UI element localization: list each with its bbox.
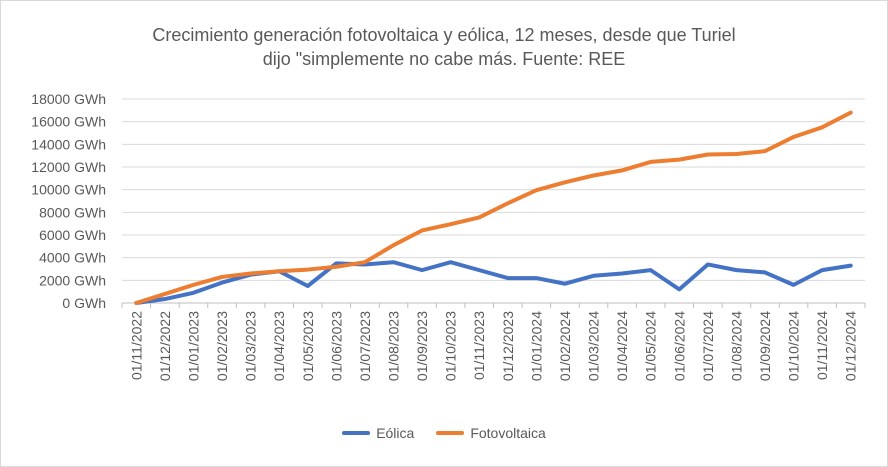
x-tick-label: 01/11/2022 <box>128 311 144 380</box>
x-axis-tick-labels: 01/11/2022 01/12/2022 01/01/2023 01/02/2023… <box>128 311 858 381</box>
y-tick-label: 12000 GWh <box>31 159 106 175</box>
chart-title: Crecimiento generación fotovoltaica y eó… <box>1 23 887 71</box>
y-tick-label: 16000 GWh <box>31 114 106 130</box>
x-tick-label: 01/02/2024 <box>557 311 573 381</box>
y-tick-label: 6000 GWh <box>39 227 106 243</box>
legend-swatch-eolica <box>342 431 371 435</box>
x-tick-label: 01/03/2023 <box>243 311 259 381</box>
x-tick-label: 01/02/2023 <box>214 311 230 381</box>
y-tick-label: 10000 GWh <box>31 182 106 198</box>
legend-item-fotovoltaica: Fotovoltaica <box>436 425 546 441</box>
x-axis <box>121 302 866 308</box>
series-line-eolica <box>134 260 853 305</box>
y-tick-label: 18000 GWh <box>31 91 106 107</box>
x-tick-label: 01/04/2024 <box>614 311 630 381</box>
x-tick-label: 01/09/2023 <box>414 311 430 381</box>
x-tick-label: 01/01/2023 <box>185 311 201 381</box>
x-tick-label: 01/05/2023 <box>300 311 316 381</box>
x-tick-label: 01/07/2023 <box>357 311 373 381</box>
legend-label-fotovoltaica: Fotovoltaica <box>470 425 546 441</box>
series-line-fotovoltaica <box>134 110 853 305</box>
y-tick-label: 0 GWh <box>62 295 106 311</box>
chart-title-line-1: Crecimiento generación fotovoltaica y eó… <box>152 25 736 45</box>
x-tick-label: 01/06/2023 <box>328 311 344 381</box>
x-tick-label: 01/10/2023 <box>443 311 459 381</box>
x-tick-label: 01/01/2024 <box>528 311 544 381</box>
y-axis-tick-labels: 0 GWh 2000 GWh 4000 GWh 6000 GWh 8000 GWh 100… <box>31 91 106 311</box>
x-tick-label: 01/11/2023 <box>471 311 487 380</box>
gridlines <box>122 98 865 281</box>
legend-swatch-fotovoltaica <box>436 431 465 435</box>
series-lines <box>134 110 853 305</box>
y-tick-label: 2000 GWh <box>39 272 106 288</box>
x-tick-label: 01/10/2024 <box>786 311 802 381</box>
legend: Eólica Fotovoltaica <box>1 425 887 441</box>
x-tick-label: 01/05/2024 <box>643 311 659 381</box>
x-tick-label: 01/09/2024 <box>757 311 773 381</box>
y-tick-label: 4000 GWh <box>39 250 106 266</box>
x-tick-label: 01/12/2023 <box>500 311 516 381</box>
x-tick-label: 01/12/2024 <box>843 311 859 381</box>
x-tick-label: 01/03/2024 <box>586 311 602 381</box>
y-tick-label: 14000 GWh <box>31 136 106 152</box>
chart-title-line-2: dijo "simplemente no cabe más. Fuente: R… <box>262 49 626 69</box>
y-tick-label: 8000 GWh <box>39 204 106 220</box>
x-tick-label: 01/11/2024 <box>814 311 830 380</box>
x-tick-label: 01/04/2023 <box>271 311 287 381</box>
x-tick-label: 01/06/2024 <box>671 311 687 381</box>
legend-label-eolica: Eólica <box>376 425 415 441</box>
x-tick-label: 01/12/2022 <box>157 311 173 381</box>
legend-item-eolica: Eólica <box>342 425 414 441</box>
x-tick-label: 01/08/2023 <box>385 311 401 381</box>
x-tick-label: 01/08/2024 <box>728 311 744 381</box>
x-tick-label: 01/07/2024 <box>700 311 716 381</box>
